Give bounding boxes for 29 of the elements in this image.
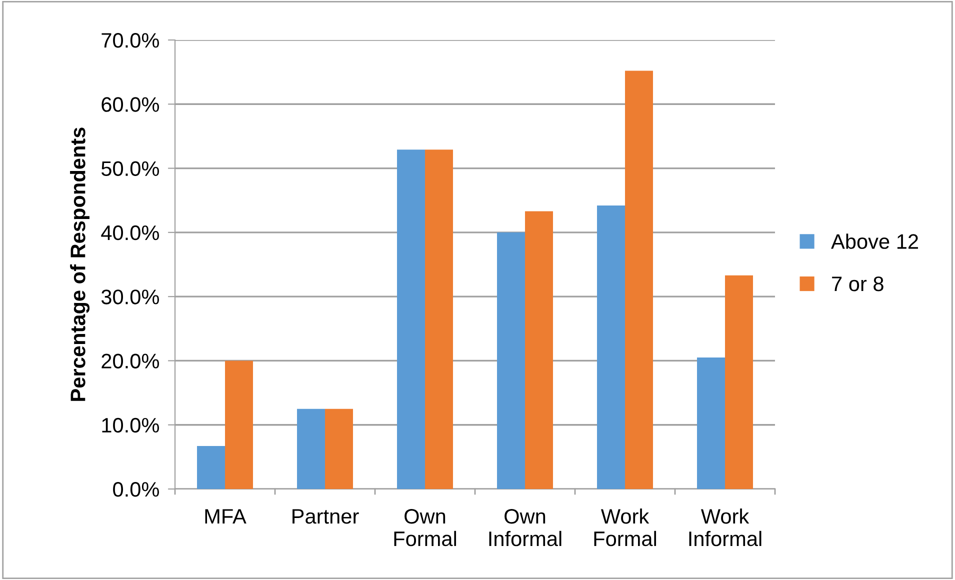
y-axis-title: Percentage of Respondents <box>70 128 90 401</box>
bar <box>697 358 725 489</box>
y-tick-label: 70.0% <box>102 33 159 48</box>
legend-label: 7 or 8 <box>832 276 884 292</box>
bar <box>725 275 753 489</box>
bar <box>325 408 353 489</box>
y-tick-label: 0.0% <box>113 482 159 497</box>
y-tick-label: 60.0% <box>102 97 159 112</box>
bar <box>597 205 625 489</box>
bar <box>497 232 525 489</box>
x-tick-label: Work Formal <box>594 508 656 546</box>
bar <box>225 360 253 489</box>
y-tick-label: 40.0% <box>101 225 159 240</box>
x-tick-label: Own Formal <box>394 508 456 546</box>
x-tick-label: Partner <box>292 509 359 524</box>
bar <box>197 446 225 489</box>
y-tick-label: 20.0% <box>102 354 159 368</box>
bar <box>625 70 653 489</box>
x-tick-label: Work Informal <box>689 508 762 546</box>
y-tick-label: 10.0% <box>102 418 159 433</box>
bar <box>397 150 425 489</box>
y-tick-label: 30.0% <box>101 290 159 304</box>
x-tick-label: MFA <box>205 509 246 524</box>
bar <box>525 211 553 489</box>
x-tick-label: Own Informal <box>489 508 562 546</box>
bar <box>297 408 325 489</box>
y-tick-label: 50.0% <box>101 161 159 176</box>
bar <box>425 150 453 489</box>
legend-label: Above 12 <box>831 234 918 249</box>
